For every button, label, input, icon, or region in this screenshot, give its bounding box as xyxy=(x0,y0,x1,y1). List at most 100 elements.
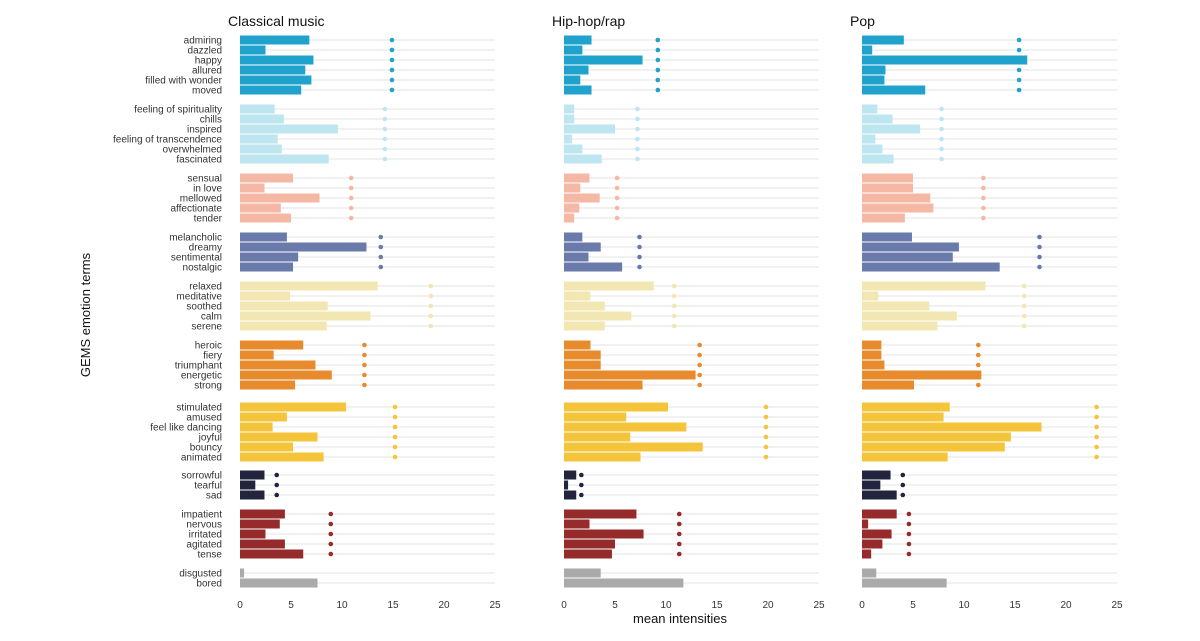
bar-hip-hop-rap-strong xyxy=(564,380,643,390)
bar-classical-music-nostalgic xyxy=(240,262,294,272)
term-label-disgusted: disgusted xyxy=(179,569,222,580)
mean-dot-pop-impatient xyxy=(906,511,912,517)
mean-dot-hip-hop-rap-admiring xyxy=(655,37,661,43)
term-label-nervous: nervous xyxy=(186,520,222,531)
bar-pop-triumphant xyxy=(862,360,885,370)
mean-dot-classical-music-sentimental xyxy=(378,254,384,260)
term-label-joyful: joyful xyxy=(198,433,222,444)
term-label-sensual: sensual xyxy=(188,174,222,185)
mean-dot-pop-triumphant xyxy=(975,362,981,368)
mean-dot-pop-agitated xyxy=(906,541,912,547)
bar-hip-hop-rap-meditative xyxy=(564,291,591,301)
bar-pop-overwhelmed xyxy=(862,144,883,154)
bar-hip-hop-rap-in-love xyxy=(564,183,581,193)
mean-dot-hip-hop-rap-amused xyxy=(763,414,769,420)
bar-hip-hop-rap-triumphant xyxy=(564,360,601,370)
bar-pop-irritated xyxy=(862,529,892,539)
mean-dot-hip-hop-rap-nostalgic xyxy=(637,264,642,270)
x-tick-label: 25 xyxy=(1111,600,1123,611)
bar-classical-music-amused xyxy=(240,412,287,422)
bar-pop-amused xyxy=(862,412,944,422)
mean-dot-classical-music-fascinated xyxy=(382,156,388,162)
mean-dot-classical-music-dreamy xyxy=(378,244,384,250)
mean-dot-pop-chills xyxy=(939,116,944,122)
mean-dot-classical-music-impatient xyxy=(328,511,334,517)
panel-title: Pop xyxy=(850,13,875,29)
bar-hip-hop-rap-heroic xyxy=(564,340,591,350)
bar-hip-hop-rap-admiring xyxy=(564,35,592,45)
mean-dot-pop-meditative xyxy=(1021,293,1027,299)
bar-pop-energetic xyxy=(862,370,982,380)
mean-dot-pop-joyful xyxy=(1094,434,1099,440)
bar-pop-bored xyxy=(862,578,947,588)
bar-classical-music-moved xyxy=(240,85,302,95)
mean-dot-hip-hop-rap-inspired xyxy=(635,126,640,132)
bar-classical-music-sorrowful xyxy=(240,470,265,480)
term-label-bouncy: bouncy xyxy=(190,443,222,454)
bar-classical-music-allured xyxy=(240,65,306,75)
mean-dot-classical-music-sensual xyxy=(348,175,354,181)
mean-dot-hip-hop-rap-feeling-of-transcendence xyxy=(635,136,640,142)
term-label-nostalgic: nostalgic xyxy=(183,263,222,274)
bar-pop-sad xyxy=(862,490,897,500)
mean-dot-pop-dazzled xyxy=(1016,47,1022,53)
x-tick-label: 25 xyxy=(813,600,825,611)
mean-dot-hip-hop-rap-serene xyxy=(671,323,677,329)
bar-classical-music-in-love xyxy=(240,183,265,193)
mean-dot-hip-hop-rap-stimulated xyxy=(763,404,769,410)
term-label-bored: bored xyxy=(196,579,222,590)
bar-classical-music-irritated xyxy=(240,529,266,539)
mean-dot-pop-stimulated xyxy=(1094,404,1099,410)
bar-pop-tender xyxy=(862,213,905,223)
bar-hip-hop-rap-feeling-of-spirituality xyxy=(564,104,575,114)
x-tick-label: 5 xyxy=(288,600,294,611)
term-label-heroic: heroic xyxy=(195,341,222,352)
mean-dot-hip-hop-rap-dreamy xyxy=(637,244,642,250)
mean-dot-classical-music-soothed xyxy=(428,303,434,309)
mean-dot-classical-music-nervous xyxy=(328,521,334,527)
term-label-admiring: admiring xyxy=(184,36,222,47)
bar-hip-hop-rap-fascinated xyxy=(564,154,602,164)
bar-classical-music-nervous xyxy=(240,519,280,529)
term-label-animated: animated xyxy=(181,453,222,464)
mean-dot-classical-music-feeling-of-spirituality xyxy=(382,106,388,112)
mean-dot-pop-strong xyxy=(975,382,981,388)
x-tick-label: 25 xyxy=(489,600,501,611)
bar-hip-hop-rap-animated xyxy=(564,452,641,462)
mean-dot-hip-hop-rap-sorrowful xyxy=(579,472,584,478)
bar-pop-inspired xyxy=(862,124,921,134)
bar-hip-hop-rap-tearful xyxy=(564,480,569,490)
panel-classical-music: Classical music admiringdazzledhappyallur… xyxy=(113,13,501,611)
mean-dot-pop-relaxed xyxy=(1021,283,1027,289)
bar-hip-hop-rap-sorrowful xyxy=(564,470,577,480)
mean-dot-hip-hop-rap-impatient xyxy=(676,511,682,517)
term-label-allured: allured xyxy=(192,66,222,77)
mean-dot-pop-amused xyxy=(1094,414,1099,420)
mean-dot-classical-music-melancholic xyxy=(378,234,384,240)
mean-dot-pop-heroic xyxy=(975,342,981,348)
mean-dot-pop-animated xyxy=(1094,454,1099,460)
mean-dot-hip-hop-rap-fascinated xyxy=(635,156,640,162)
bar-classical-music-melancholic xyxy=(240,232,287,242)
bar-pop-stimulated xyxy=(862,402,950,412)
term-label-fascinated: fascinated xyxy=(176,155,222,166)
bar-classical-music-dreamy xyxy=(240,242,367,252)
mean-dot-classical-music-filled-with-wonder xyxy=(389,77,395,83)
x-tick-label: 10 xyxy=(958,600,970,611)
bar-hip-hop-rap-melancholic xyxy=(564,232,583,242)
bar-pop-mellowed xyxy=(862,193,931,203)
bar-pop-moved xyxy=(862,85,926,95)
mean-dot-hip-hop-rap-dazzled xyxy=(655,47,661,53)
bar-hip-hop-rap-stimulated xyxy=(564,402,669,412)
bar-classical-music-strong xyxy=(240,380,296,390)
mean-dot-pop-tender xyxy=(981,215,986,221)
term-label-strong: strong xyxy=(194,381,222,392)
mean-dot-hip-hop-rap-heroic xyxy=(697,342,702,348)
term-label-feel-like-dancing: feel like dancing xyxy=(150,423,222,434)
mean-dot-pop-overwhelmed xyxy=(939,146,944,152)
term-label-moved: moved xyxy=(192,86,222,97)
mean-dot-classical-music-irritated xyxy=(328,531,334,537)
term-label-sentimental: sentimental xyxy=(171,253,222,264)
term-label-affectionate: affectionate xyxy=(170,204,222,215)
mean-dot-hip-hop-rap-sad xyxy=(579,492,584,498)
